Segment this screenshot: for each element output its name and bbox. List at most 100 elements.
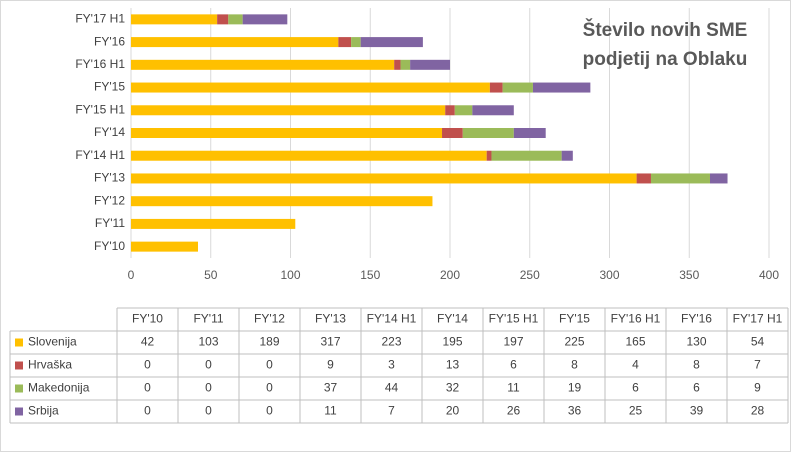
table-cell: 0 (144, 381, 151, 395)
bar-segment (650, 173, 710, 184)
y-tick-label: FY'15 H1 (75, 102, 125, 116)
table-cell: 13 (446, 358, 460, 372)
y-tick-label: FY'13 (94, 171, 125, 185)
table-header: FY'14 H1 (367, 312, 417, 326)
x-tick-label: 350 (679, 268, 699, 282)
bar-segment (217, 14, 229, 25)
table-cell: 36 (568, 404, 582, 418)
legend-label: Slovenija (28, 335, 77, 349)
table-cell: 0 (205, 404, 212, 418)
table-cell: 6 (632, 381, 639, 395)
table-cell: 0 (266, 358, 273, 372)
bar-segment (131, 196, 433, 207)
bar-segment (131, 82, 490, 93)
bar-segment (351, 37, 361, 48)
table-header: FY'12 (254, 312, 285, 326)
table-cell: 19 (568, 381, 582, 395)
bar-segment (442, 128, 463, 138)
table-cell: 165 (625, 335, 645, 349)
table-cell: 42 (141, 335, 155, 349)
table-cell: 28 (751, 404, 765, 418)
bar-segment (394, 59, 401, 70)
y-tick-label: FY'17 H1 (75, 12, 125, 26)
bar-segment (489, 82, 503, 93)
legend-label: Srbija (28, 404, 59, 418)
y-tick-label: FY'16 H1 (75, 57, 125, 71)
bar-segment (131, 128, 443, 138)
table-cell: 0 (205, 358, 212, 372)
y-tick-label: FY'15 (94, 80, 125, 94)
table-header: FY'11 (193, 312, 223, 326)
table-header: FY'16 (681, 312, 712, 326)
legend-label: Makedonija (28, 381, 90, 395)
table-cell: 195 (442, 335, 462, 349)
table-cell: 11 (324, 404, 337, 418)
bar-segment (131, 218, 296, 229)
bar-segment (131, 37, 339, 48)
table-cell: 6 (510, 358, 517, 372)
table-cell: 0 (266, 404, 273, 418)
x-tick-label: 300 (599, 268, 619, 282)
bar-segment (242, 14, 288, 25)
table-cell: 54 (751, 335, 765, 349)
table-cell: 11 (507, 381, 520, 395)
bar-segment (561, 150, 573, 161)
table-cell: 130 (686, 335, 706, 349)
bar-segment (709, 173, 728, 184)
table-cell: 20 (446, 404, 460, 418)
bar-segment (454, 105, 473, 116)
y-tick-label: FY'10 (94, 239, 125, 253)
x-tick-label: 0 (128, 268, 135, 282)
bar-segment (228, 14, 243, 25)
table-cell: 0 (144, 404, 151, 418)
table-cell: 39 (690, 404, 704, 418)
y-tick-label: FY'14 (94, 125, 125, 139)
table-cell: 225 (564, 335, 584, 349)
table-cell: 6 (693, 381, 700, 395)
table-cell: 9 (327, 358, 334, 372)
bar-segment (131, 150, 487, 161)
table-header: FY'10 (132, 312, 163, 326)
bar-segment (486, 150, 492, 161)
x-tick-label: 150 (360, 268, 380, 282)
bar-segment (502, 82, 533, 93)
chart-title: Število novih SME podjetij na Oblaku (582, 20, 748, 70)
table-cell: 25 (629, 404, 643, 418)
bar-segment (445, 105, 455, 116)
table-cell: 317 (320, 335, 340, 349)
table-header: FY'14 (437, 312, 468, 326)
table-cell: 32 (446, 381, 460, 395)
bar-segment (338, 37, 352, 48)
table-header: FY'17 H1 (733, 312, 783, 326)
table-cell: 7 (388, 404, 395, 418)
bar-segment (131, 14, 218, 25)
table-cell: 44 (385, 381, 399, 395)
x-tick-label: 250 (520, 268, 540, 282)
bar-segment (410, 59, 450, 70)
table-cell: 9 (754, 381, 761, 395)
legend-swatch (15, 384, 23, 393)
table-cell: 223 (381, 335, 401, 349)
bar-segment (472, 105, 514, 116)
bar-segment (491, 150, 562, 161)
bar-segment (513, 128, 546, 138)
table-header: FY'15 (559, 312, 590, 326)
table-cell: 8 (571, 358, 578, 372)
table-header: FY'16 H1 (611, 312, 661, 326)
y-tick-label: FY'14 H1 (75, 148, 125, 162)
legend-label: Hrvaška (28, 358, 72, 372)
bar-segment (131, 105, 446, 116)
legend-swatch (15, 361, 23, 370)
x-tick-label: 400 (759, 268, 779, 282)
table-cell: 37 (324, 381, 338, 395)
table-cell: 4 (632, 358, 639, 372)
x-tick-label: 200 (440, 268, 460, 282)
table-cell: 3 (388, 358, 395, 372)
table-header: FY'15 H1 (489, 312, 539, 326)
bar-segment (131, 241, 198, 252)
y-tick-label: FY'16 (94, 34, 125, 48)
table-cell: 0 (144, 358, 151, 372)
bar-segment (360, 37, 423, 48)
